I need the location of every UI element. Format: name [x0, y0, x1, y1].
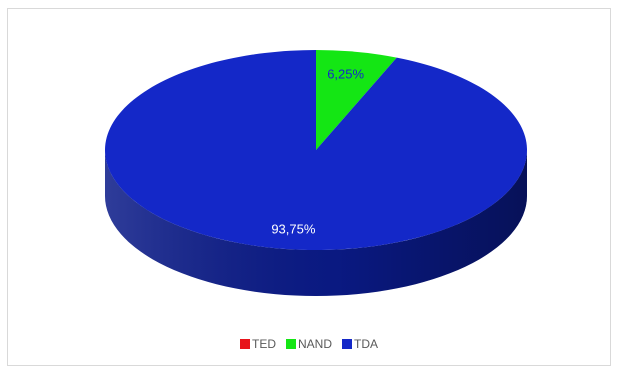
legend: TED NAND TDA [0, 337, 618, 351]
pie-side-shade-tda [105, 150, 527, 296]
data-label-tda: 93,75% [271, 221, 316, 236]
legend-swatch-tda [342, 339, 352, 349]
legend-label-nand: NAND [297, 337, 332, 351]
pie-data-labels: 6,25% 93,75% [271, 66, 364, 236]
legend-entry-tda[interactable]: TDA [342, 337, 378, 351]
pie-sides [105, 150, 527, 296]
legend-swatch-ted [239, 339, 250, 349]
legend-label-tda: TDA [354, 337, 378, 351]
legend-entry-nand[interactable]: NAND [285, 337, 332, 351]
legend-entry-ted[interactable]: TED [239, 337, 276, 351]
pie-slice-tda[interactable] [105, 50, 527, 250]
pie-slice-nand[interactable] [316, 50, 397, 150]
data-label-nand: 6,25% [327, 66, 364, 81]
pie-tops [105, 50, 527, 250]
legend-swatch-nand [285, 339, 296, 349]
legend-label-ted: TED [251, 337, 276, 351]
